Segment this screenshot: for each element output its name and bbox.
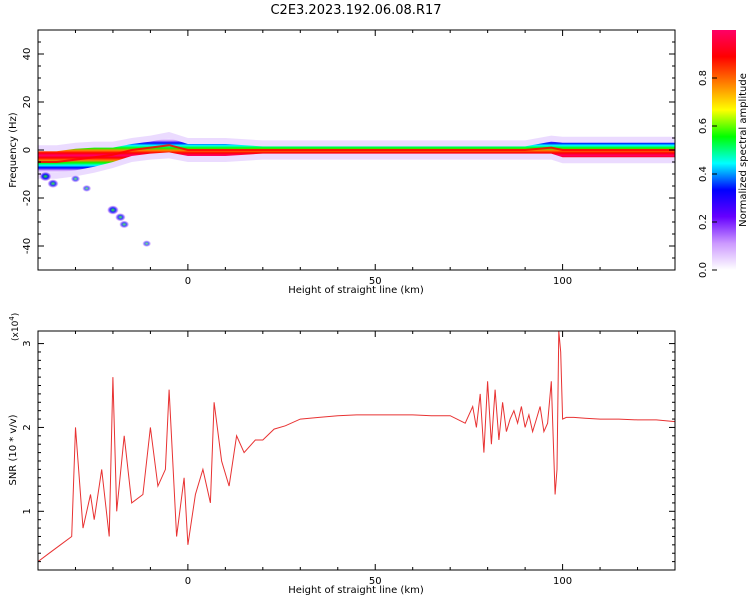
snr-xtick-label: 100 [553, 576, 572, 587]
colorbar-tick-label: 0.2 [698, 214, 709, 230]
snr-xtick-label: 50 [369, 576, 382, 587]
snr-multiplier: (x104) [8, 313, 21, 341]
spectral-blob [70, 175, 81, 183]
spectrogram-ytick-label: 40 [22, 48, 33, 61]
spectral-blob [47, 179, 59, 189]
spectrogram-ytick-label: 20 [22, 96, 33, 109]
spectral-ridge [38, 144, 675, 163]
snr-ticks: 0 50 100 1 2 3 [22, 331, 676, 587]
spectral-blob [119, 220, 130, 229]
snr-ytick-label: 2 [22, 424, 33, 430]
snr-frame [37, 330, 676, 571]
page-title: C2E3.2023.192.06.08.R17 [270, 3, 441, 18]
spectral-blob [39, 171, 52, 182]
spectrogram-xtick-label: 100 [553, 276, 572, 287]
spectrogram-xtick-label: 0 [185, 276, 191, 287]
colorbar-label: Normalized spectral amplitude [738, 73, 749, 227]
spectrogram-xlabel: Height of straight line (km) [288, 285, 424, 296]
spectrogram-ylabel: Frequency (Hz) [8, 112, 19, 188]
colorbar-tick-label: 0.4 [698, 166, 709, 182]
colorbar-tick-label: 0.6 [698, 118, 709, 134]
colorbar-tick-label: 0.8 [698, 70, 709, 86]
snr-ylabel: SNR (10 * v/v) [8, 414, 19, 485]
spectrogram-panel: 0 50 100 -40 -20 0 20 40 Height of straight lin… [8, 29, 676, 296]
spectral-band [38, 138, 675, 173]
spectral-blob [106, 205, 119, 215]
spectral-blob [142, 240, 152, 248]
snr-ytick-label: 3 [22, 340, 33, 346]
spectrogram-xtick-label: 50 [369, 276, 382, 287]
colorbar: 0.0 0.2 0.4 0.6 0.8 Normalized spectral ampl… [698, 30, 749, 278]
snr-series-line [38, 331, 675, 562]
spectrogram-ytick-label: -20 [22, 190, 33, 206]
spectrogram-heatmap [38, 132, 675, 248]
colorbar-gradient [712, 30, 736, 270]
snr-xtick-label: 0 [185, 576, 191, 587]
snr-xlabel: Height of straight line (km) [288, 585, 424, 596]
snr-ytick-label: 1 [22, 508, 33, 514]
spectrogram-ticks: 0 50 100 -40 -20 0 20 40 [22, 29, 676, 287]
spectrogram-ytick-label: 0 [22, 147, 33, 153]
colorbar-tick-label: 0.0 [698, 262, 709, 278]
spectral-band-haze [38, 132, 675, 179]
spectral-blob [114, 212, 126, 222]
spectrogram-ytick-label: -40 [22, 238, 33, 254]
spectral-blob [82, 184, 92, 192]
colorbar-ticks: 0.0 0.2 0.4 0.6 0.8 [698, 70, 717, 278]
snr-panel: 0 50 100 1 2 3 Height of straight line (km) S… [8, 313, 676, 596]
